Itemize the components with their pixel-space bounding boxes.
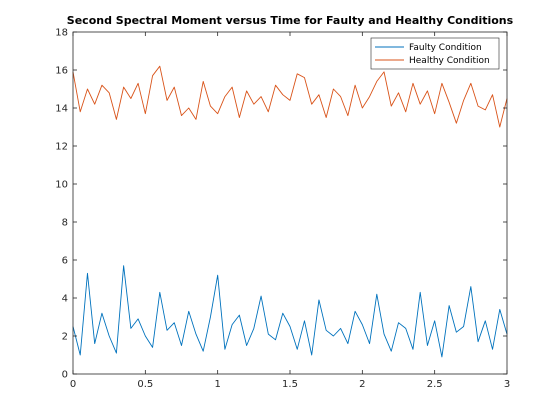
x-tick-label: 1.5 (282, 379, 298, 390)
series-layer (72, 65, 508, 358)
y-tick-label: 16 (55, 66, 68, 77)
y-tick-label: 4 (62, 294, 68, 305)
legend-box (370, 37, 500, 70)
x-tick-label: 0 (70, 379, 76, 390)
y-tick-label: 6 (62, 256, 68, 267)
series-line-healthy (72, 65, 508, 128)
x-tick-label: 2.5 (427, 379, 443, 390)
y-tick-label: 2 (62, 332, 68, 343)
chart-title: Second Spectral Moment versus Time for F… (67, 14, 514, 27)
y-tick-label: 14 (55, 104, 68, 115)
y-axis: 0 2 4 6 8 10 12 14 16 18 (55, 28, 507, 381)
x-tick-label: 0.5 (137, 379, 153, 390)
y-tick-label: 18 (55, 28, 68, 39)
plot-area (73, 32, 507, 374)
y-tick-label: 8 (62, 218, 68, 229)
x-tick-label: 2 (359, 379, 365, 390)
x-tick-label: 1 (214, 379, 220, 390)
y-tick-label: 12 (55, 142, 68, 153)
y-tick-label: 10 (55, 180, 68, 191)
legend: Faulty Condition Healthy Condition (370, 37, 500, 70)
series-line-faulty (72, 265, 508, 358)
y-tick-label: 0 (62, 370, 68, 381)
legend-label-healthy: Healthy Condition (409, 56, 490, 66)
x-tick-label: 3 (504, 379, 510, 390)
legend-label-faulty: Faulty Condition (409, 43, 482, 53)
x-axis: 0 0.5 1 1.5 2 2.5 3 (70, 32, 510, 390)
